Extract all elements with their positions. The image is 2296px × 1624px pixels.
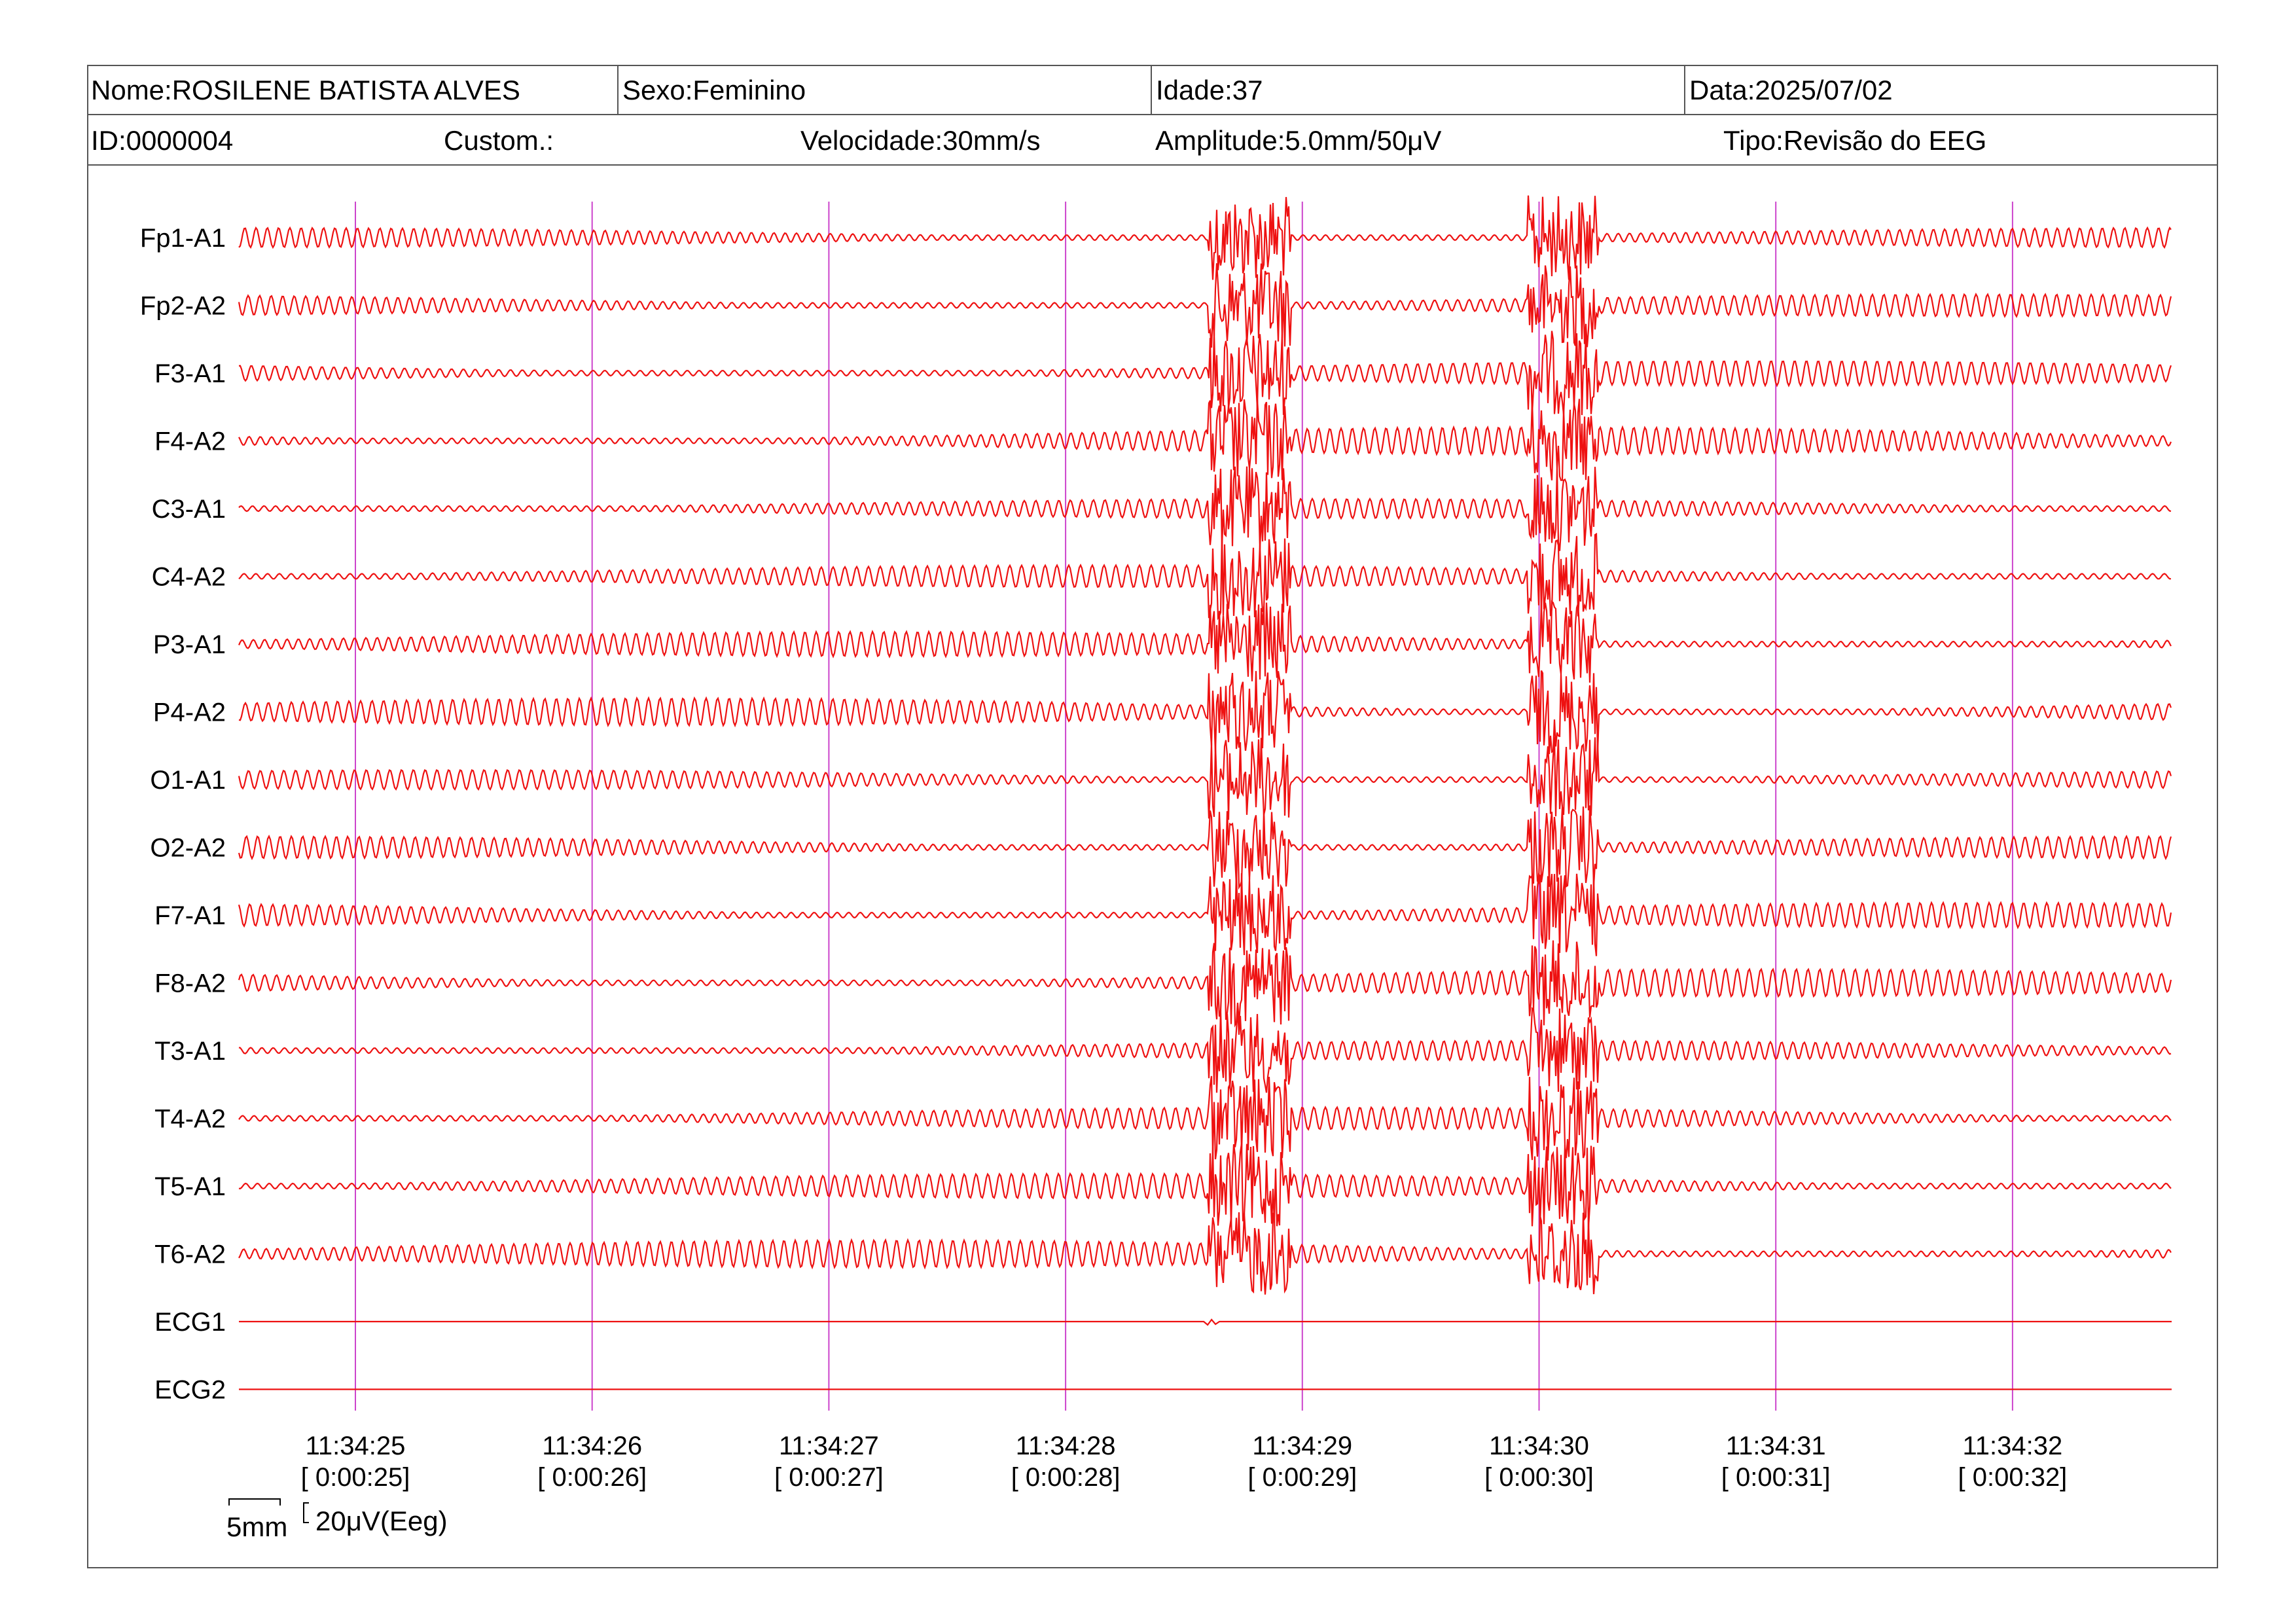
custom-field: Custom.: — [444, 125, 554, 156]
channel-label: T4-A2 — [154, 1105, 226, 1134]
time-scale-label: 5mm — [226, 1511, 287, 1542]
eeg-trace — [239, 1318, 2172, 1326]
eeg-trace — [238, 1007, 2172, 1093]
amplitude-setting: Amplitude:5.0mm/50μV — [1155, 125, 1442, 156]
time-tick-label: 11:34:32 — [1963, 1432, 2063, 1460]
eeg-trace — [238, 940, 2172, 1028]
elapsed-tick-label: [ 0:00:30] — [1484, 1463, 1594, 1492]
channel-label: P3-A1 — [153, 630, 226, 659]
channel-label: ECG1 — [154, 1308, 226, 1337]
amplitude-scale-bracket — [303, 1502, 309, 1523]
eeg-trace — [238, 1212, 2172, 1295]
channel-label: O1-A1 — [150, 766, 226, 795]
eeg-trace — [238, 399, 2172, 481]
time-axis: 11:34:25 [ 0:00:25] 11:34:26 [ 0:00:26] 11:3… — [301, 1432, 2068, 1492]
channel-label: Fp2-A2 — [140, 292, 226, 321]
time-tick-label: 11:34:30 — [1489, 1432, 1589, 1460]
eeg-trace — [238, 737, 2172, 820]
eeg-trace — [238, 670, 2172, 755]
eeg-trace — [238, 532, 2172, 621]
eeg-trace — [238, 600, 2172, 683]
channel-label: F7-A1 — [154, 901, 226, 930]
channel-label: F4-A2 — [154, 427, 226, 456]
patient-age: Idade:37 — [1151, 65, 1263, 115]
time-tick-label: 11:34:26 — [542, 1432, 642, 1460]
review-type: Tipo:Revisão do EEG — [1723, 125, 1987, 156]
elapsed-tick-label: [ 0:00:27] — [774, 1463, 884, 1492]
time-tick-label: 11:34:28 — [1016, 1432, 1116, 1460]
eeg-trace — [238, 195, 2172, 280]
channel-label: P4-A2 — [153, 698, 226, 727]
header-row-settings: ID:0000004 Custom.: Velocidade:30mm/s Am… — [87, 115, 2218, 166]
time-scale-bar — [228, 1498, 281, 1506]
channel-label: T3-A1 — [154, 1037, 226, 1066]
channel-label: T6-A2 — [154, 1240, 226, 1269]
patient-id: ID:0000004 — [91, 125, 234, 156]
header-row-patient: Nome:ROSILENE BATISTA ALVES Sexo:Feminin… — [87, 65, 2218, 115]
elapsed-tick-label: [ 0:00:26] — [537, 1463, 647, 1492]
paper-speed: Velocidade:30mm/s — [800, 125, 1041, 156]
eeg-traces — [238, 195, 2172, 1390]
elapsed-tick-label: [ 0:00:32] — [1958, 1463, 2068, 1492]
channel-label: F8-A2 — [154, 969, 226, 998]
eeg-trace — [238, 466, 2172, 551]
amplitude-scale-label: 20μV(Eeg) — [315, 1506, 448, 1536]
eeg-trace — [238, 331, 2172, 416]
channel-label: Fp1-A1 — [140, 224, 226, 253]
elapsed-tick-label: [ 0:00:29] — [1247, 1463, 1357, 1492]
channel-label: C4-A2 — [152, 563, 226, 592]
elapsed-tick-label: [ 0:00:28] — [1011, 1463, 1121, 1492]
channel-labels: Fp1-A1 Fp2-A2 F3-A1 F4-A2 C3-A1 C4-A2 P3-A1 P4-… — [140, 224, 226, 1405]
eeg-trace — [238, 1075, 2172, 1161]
elapsed-tick-label: [ 0:00:25] — [301, 1463, 410, 1492]
time-gridlines — [355, 202, 2013, 1411]
patient-sex: Sexo:Feminino — [617, 65, 806, 115]
channel-label: F3-A1 — [154, 359, 226, 388]
eeg-trace — [238, 263, 2172, 348]
patient-name: Nome:ROSILENE BATISTA ALVES — [91, 75, 520, 105]
channel-label: ECG2 — [154, 1376, 226, 1405]
channel-label: O2-A2 — [150, 834, 226, 863]
eeg-trace — [238, 805, 2172, 890]
elapsed-tick-label: [ 0:00:31] — [1721, 1463, 1831, 1492]
eeg-trace — [238, 1144, 2172, 1228]
record-frame — [87, 65, 2218, 1568]
time-tick-label: 11:34:25 — [306, 1432, 406, 1460]
calibration-scale: 5mm 20μV(Eeg) — [226, 1498, 448, 1542]
eeg-trace — [238, 873, 2172, 956]
record-date: Data:2025/07/02 — [1684, 65, 1893, 115]
time-tick-label: 11:34:27 — [779, 1432, 879, 1460]
channel-label: C3-A1 — [152, 495, 226, 524]
time-tick-label: 11:34:29 — [1252, 1432, 1352, 1460]
channel-label: T5-A1 — [154, 1172, 226, 1201]
time-tick-label: 11:34:31 — [1726, 1432, 1826, 1460]
